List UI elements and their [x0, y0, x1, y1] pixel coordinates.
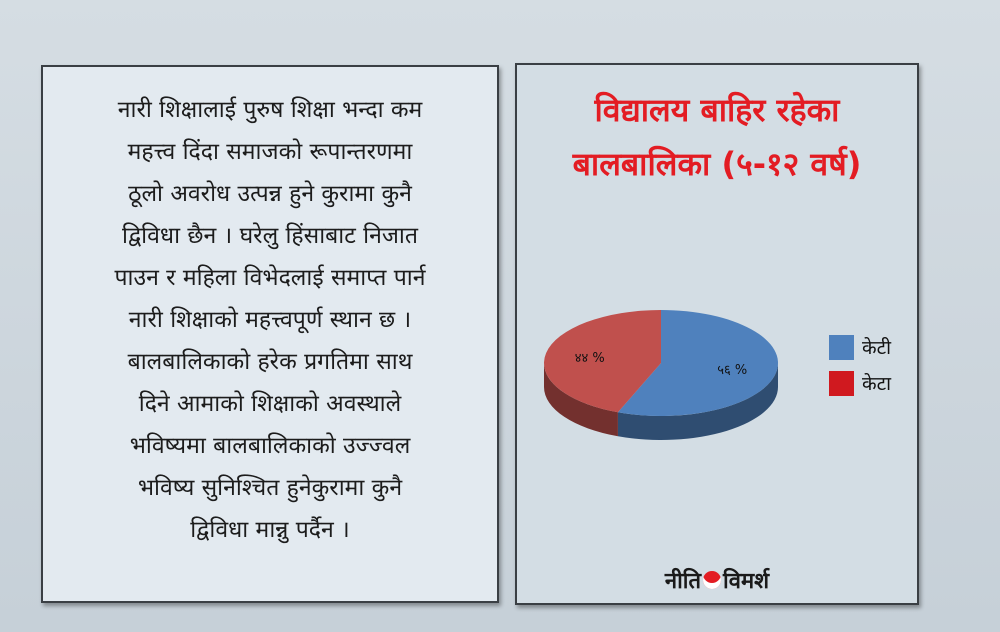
- logo-book-icon: [703, 571, 722, 589]
- data-label: ४४ %: [575, 351, 605, 366]
- pie-slice-1: [544, 310, 661, 413]
- chart-title-line-2: बालबालिका (५-१२ वर्ष): [572, 145, 862, 183]
- legend-label: केटा: [862, 373, 892, 395]
- article-line: भविष्य सुनिश्चित हुनेकुरामा कुनै: [137, 475, 403, 501]
- legend-item-girls: केटी: [829, 334, 891, 360]
- data-label: ५६ %: [717, 363, 747, 378]
- pie-chart: ५६ % ४४ %: [544, 310, 778, 440]
- article-line: महत्त्व दिंदा समाजको रूपान्तरणमा: [127, 139, 413, 165]
- legend-item-boys: केटा: [829, 370, 891, 396]
- article-panel: नारी शिक्षालाई पुरुष शिक्षा भन्दा कम महत्…: [41, 65, 499, 603]
- chart-title: विद्यालय बाहिर रहेका बालबालिका (५-१२ वर्…: [517, 83, 917, 191]
- pie-side-1: [544, 363, 618, 437]
- article-line: ठूलो अवरोध उत्पन्न हुने कुरामा कुनै: [128, 181, 412, 207]
- article-line: पाउन र महिला विभेदलाई समाप्त पार्न: [114, 265, 426, 291]
- article-line: बालबालिकाको हरेक प्रगतिमा साथ: [127, 349, 413, 375]
- article-text: नारी शिक्षालाई पुरुष शिक्षा भन्दा कम महत्…: [43, 89, 497, 551]
- article-line: द्विविधा मान्नु पर्दैन ।: [190, 517, 350, 543]
- chart-title-line-1: विद्यालय बाहिर रहेका: [594, 91, 840, 129]
- pie-slice-0: [617, 310, 778, 416]
- legend-swatch: [829, 370, 854, 396]
- legend-label: केटी: [862, 337, 892, 359]
- legend-swatch: [829, 334, 854, 360]
- article-line: द्विविधा छैन । घरेलु हिंसाबाट निजात: [122, 223, 418, 249]
- pie-side-0: [617, 363, 778, 440]
- article-line: भविष्यमा बालबालिकाको उज्ज्वल: [129, 433, 411, 459]
- article-line: दिने आमाको शिक्षाको अवस्थाले: [138, 391, 402, 417]
- article-line: नारी शिक्षाको महत्त्वपूर्ण स्थान छ ।: [128, 307, 412, 333]
- logo: नीति विमर्श: [517, 565, 917, 595]
- logo-text-left: नीति: [664, 569, 702, 594]
- article-line: नारी शिक्षालाई पुरुष शिक्षा भन्दा कम: [117, 97, 423, 123]
- chart-panel: विद्यालय बाहिर रहेका बालबालिका (५-१२ वर्…: [515, 63, 919, 605]
- logo-text-right: विमर्श: [723, 569, 770, 594]
